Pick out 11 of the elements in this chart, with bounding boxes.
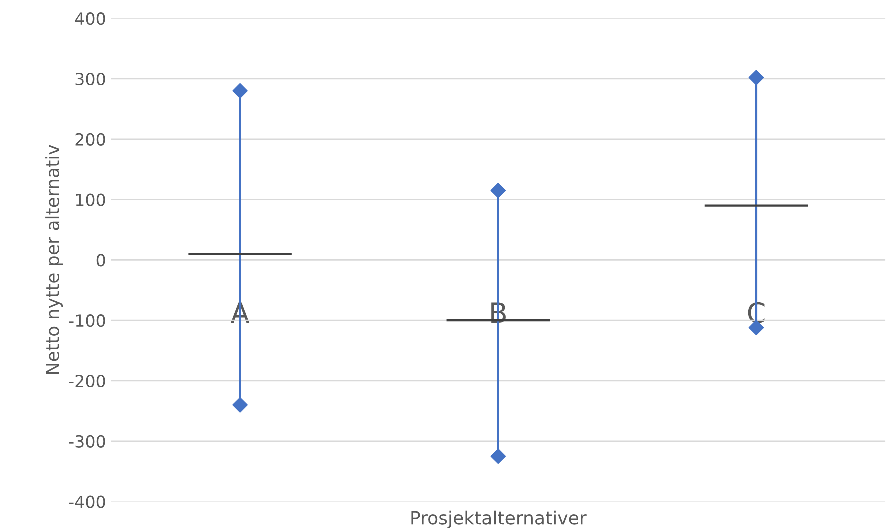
y-axis-title: Netto nytte per alternativ bbox=[46, 145, 64, 374]
y-tick-label: -100 bbox=[69, 314, 106, 328]
x-axis-title: Prosjektalternativer bbox=[412, 510, 587, 528]
y-tick-label: 0 bbox=[96, 254, 106, 267]
y-tick-label: 400 bbox=[75, 12, 106, 26]
y-tick-label: 100 bbox=[76, 194, 106, 206]
y-tick-label: -400 bbox=[69, 496, 106, 508]
y-tick-label: 300 bbox=[76, 72, 106, 86]
y-tick-label: -200 bbox=[69, 374, 106, 388]
y-tick-label: -300 bbox=[69, 435, 106, 448]
y-tick-label: 200 bbox=[76, 133, 106, 146]
